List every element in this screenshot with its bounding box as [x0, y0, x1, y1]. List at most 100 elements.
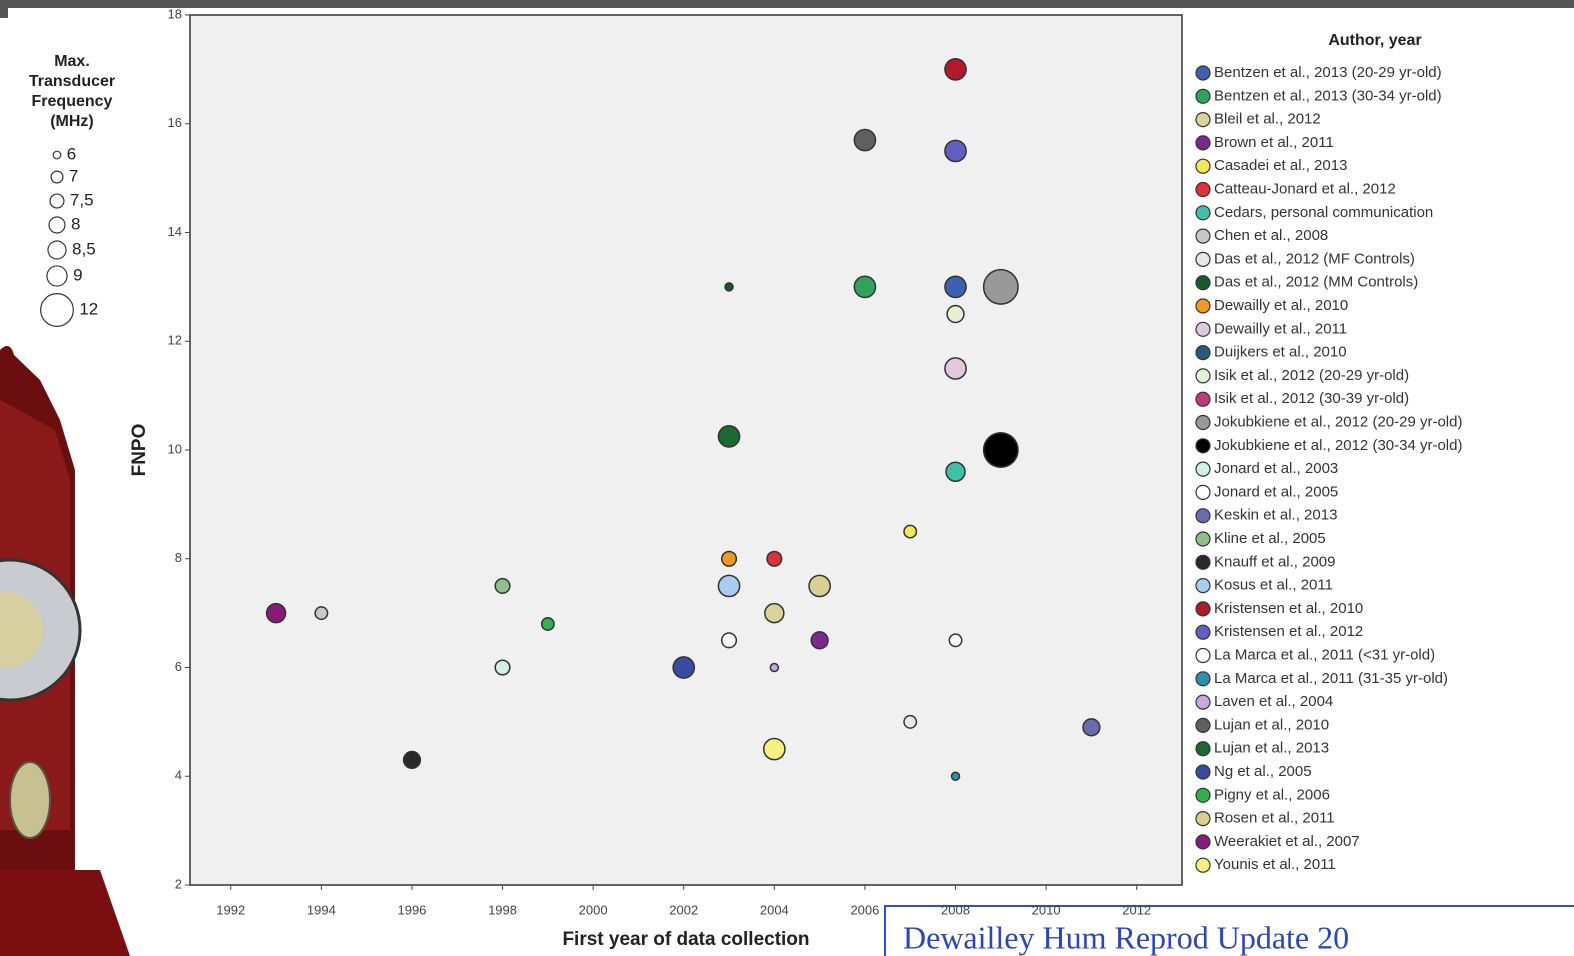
legend-label: Das et al., 2012 (MF Controls)	[1214, 250, 1415, 267]
size-legend-marker	[47, 266, 67, 286]
legend-label: Weerakiet et al., 2007	[1214, 833, 1360, 850]
size-legend-label: 12	[79, 299, 98, 318]
legend-marker	[1196, 462, 1210, 476]
legend-marker	[1196, 625, 1210, 639]
bubble	[770, 664, 778, 672]
legend-marker	[1196, 439, 1210, 453]
y-tick-label: 4	[175, 768, 182, 783]
size-legend-label: 8,5	[72, 239, 96, 258]
legend-marker	[1196, 252, 1210, 266]
bubble	[945, 358, 966, 379]
bubble	[945, 140, 966, 161]
bubble	[725, 283, 733, 291]
bubble	[722, 633, 737, 648]
legend-marker	[1196, 485, 1210, 499]
legend-marker	[1196, 649, 1210, 663]
legend-marker	[1196, 136, 1210, 150]
legend-label: Kristensen et al., 2012	[1214, 623, 1363, 640]
size-legend-marker	[48, 241, 66, 259]
bubble	[767, 551, 782, 566]
legend-label: Das et al., 2012 (MM Controls)	[1214, 274, 1418, 291]
legend-marker	[1196, 718, 1210, 732]
x-tick-label: 1992	[216, 902, 245, 917]
bubble	[495, 579, 510, 594]
slide: First year of data collection FNPO Autho…	[0, 0, 1574, 956]
x-tick-label: 1996	[397, 902, 426, 917]
y-tick-label: 18	[168, 6, 182, 21]
size-legend-label: 7,5	[70, 190, 94, 209]
size-legend-marker	[41, 294, 74, 327]
legend-marker	[1196, 509, 1210, 523]
y-tick-label: 16	[168, 115, 182, 130]
clock-decoration	[0, 346, 130, 956]
bubble	[315, 607, 327, 619]
legend-label: Cedars, personal communication	[1214, 204, 1433, 221]
y-tick-label: 10	[168, 441, 182, 456]
legend-marker	[1196, 695, 1210, 709]
y-tick-label: 8	[175, 550, 182, 565]
size-legend-marker	[49, 217, 65, 233]
legend-label: Brown et al., 2011	[1214, 134, 1334, 151]
y-tick-label: 6	[175, 659, 182, 674]
legend-marker	[1196, 322, 1210, 336]
legend-label: Lujan et al., 2013	[1214, 740, 1329, 757]
y-tick-label: 2	[175, 876, 182, 891]
legend-label: Knauff et al., 2009	[1214, 553, 1336, 570]
legend-label: Lujan et al., 2010	[1214, 716, 1329, 733]
legend-label: Kristensen et al., 2010	[1214, 600, 1363, 617]
size-legend-marker	[51, 171, 63, 183]
size-legend-marker	[53, 151, 61, 159]
x-tick-label: 2006	[850, 902, 879, 917]
bubble	[718, 426, 739, 447]
legend-marker	[1196, 835, 1210, 849]
x-tick-label: 1994	[307, 902, 336, 917]
legend-marker	[1196, 579, 1210, 593]
legend-label: Kline et al., 2005	[1214, 530, 1326, 547]
bubble	[765, 604, 784, 623]
legend-label: Jokubkiene et al., 2012 (20-29 yr-old)	[1214, 413, 1462, 430]
legend-marker	[1196, 113, 1210, 127]
legend-label: Pigny et al., 2006	[1214, 786, 1330, 803]
bubble	[984, 433, 1018, 467]
bubble	[809, 575, 830, 596]
legend-label: Jonard et al., 2003	[1214, 460, 1338, 477]
legend-label: Catteau-Jonard et al., 2012	[1214, 180, 1396, 197]
legend-marker	[1196, 602, 1210, 616]
size-legend-title: (MHz)	[50, 113, 94, 130]
legend-label: Chen et al., 2008	[1214, 227, 1328, 244]
legend-label: Isik et al., 2012 (20-29 yr-old)	[1214, 367, 1409, 384]
legend-label: Jonard et al., 2005	[1214, 483, 1338, 500]
bubble	[722, 551, 737, 566]
bubble	[542, 618, 554, 630]
bubble	[718, 575, 739, 596]
legend-label: Jokubkiene et al., 2012 (30-34 yr-old)	[1214, 437, 1462, 454]
bubble	[984, 270, 1018, 304]
bubble	[904, 716, 916, 728]
x-tick-label: 1998	[488, 902, 517, 917]
legend-label: Dewailly et al., 2010	[1214, 297, 1348, 314]
x-axis-label: First year of data collection	[562, 929, 809, 950]
legend-label: Rosen et al., 2011	[1214, 810, 1335, 827]
legend-marker	[1196, 858, 1210, 872]
size-legend-label: 9	[73, 265, 82, 284]
bubble	[952, 772, 960, 780]
legend-marker	[1196, 765, 1210, 779]
legend-label: Bleil et al., 2012	[1214, 111, 1321, 128]
legend-label: Isik et al., 2012 (30-39 yr-old)	[1214, 390, 1409, 407]
size-legend-label: 7	[69, 166, 78, 185]
bubble	[267, 604, 286, 623]
legend-marker	[1196, 299, 1210, 313]
legend-marker	[1196, 206, 1210, 220]
bubble	[673, 657, 694, 678]
bubble	[854, 276, 875, 297]
bubble	[949, 634, 961, 646]
plot-area	[190, 15, 1182, 885]
legend-marker	[1196, 66, 1210, 80]
legend-marker	[1196, 416, 1210, 430]
bubble	[947, 306, 964, 323]
bubble	[1083, 719, 1100, 736]
legend-label: Bentzen et al., 2013 (30-34 yr-old)	[1214, 87, 1442, 104]
legend-label: Kosus et al., 2011	[1214, 577, 1333, 594]
legend-label: Keskin et al., 2013	[1214, 507, 1337, 524]
legend-label: Laven et al., 2004	[1214, 693, 1333, 710]
